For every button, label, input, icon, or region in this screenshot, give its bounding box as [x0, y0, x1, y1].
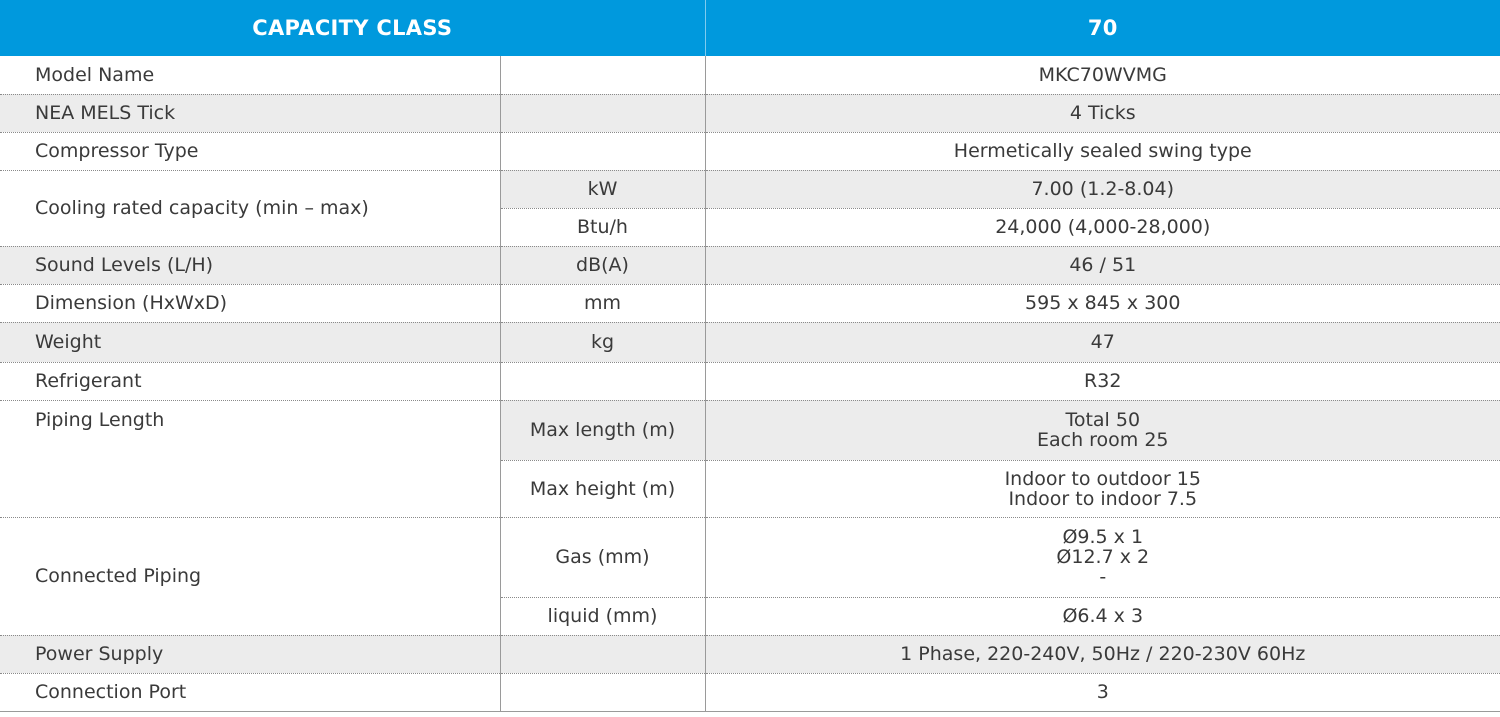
model-name-label: Model Name — [0, 56, 501, 95]
power-unit — [500, 635, 706, 674]
header-row: CAPACITY CLASS 70 — [0, 0, 1500, 56]
sound-label: Sound Levels (L/H) — [0, 246, 501, 285]
sound-unit: dB(A) — [500, 246, 706, 285]
compressor-unit — [500, 132, 706, 171]
power-value: 1 Phase, 220-240V, 50Hz / 220-230V 60Hz — [705, 635, 1500, 674]
nea-mels-label: NEA MELS Tick — [0, 94, 501, 133]
port-value: 3 — [705, 673, 1500, 712]
piping-length-label: Piping Length — [0, 400, 501, 518]
max-height-line: Indoor to indoor 7.5 — [1008, 487, 1198, 510]
dimension-unit: mm — [500, 284, 706, 323]
weight-unit: kg — [500, 322, 706, 363]
max-length-line: Each room 25 — [1036, 429, 1169, 451]
max-height-line: Indoor to outdoor 15 — [1004, 467, 1201, 490]
gas-unit: Gas (mm) — [500, 517, 706, 598]
gas-line: - — [1099, 566, 1107, 588]
row-cooling-kw: Cooling rated capacity (min – max) kW 7.… — [0, 170, 1500, 247]
weight-value: 47 — [705, 322, 1500, 363]
refrigerant-unit — [500, 362, 706, 401]
row-connected-liquid: liquid (mm) Ø6.4 x 3 — [0, 597, 1500, 636]
sound-value: 46 / 51 — [705, 246, 1500, 285]
row-sound: Sound Levels (L/H) dB(A) 46 / 51 — [0, 246, 1500, 285]
row-compressor: Compressor Type Hermetically sealed swin… — [0, 132, 1500, 171]
row-dimension: Dimension (HxWxD) mm 595 x 845 x 300 — [0, 284, 1500, 323]
cooling-btu-value: 24,000 (4,000-28,000) — [705, 208, 1500, 247]
row-weight: Weight kg 47 — [0, 322, 1500, 363]
capacity-class-label: CAPACITY CLASS — [0, 0, 706, 56]
compressor-label: Compressor Type — [0, 132, 501, 171]
capacity-class-value: 70 — [705, 0, 1500, 56]
row-piping-max-length: Piping Length Max length (m) Total 50 Ea… — [0, 400, 1500, 518]
gas-line: Ø9.5 x 1 — [1062, 526, 1144, 548]
max-height-value: Indoor to outdoor 15 Indoor to indoor 7.… — [705, 460, 1500, 518]
port-unit — [500, 673, 706, 712]
cooling-label: Cooling rated capacity (min – max) — [0, 170, 501, 247]
max-height-unit: Max height (m) — [500, 460, 706, 518]
port-label: Connection Port — [0, 673, 501, 712]
cooling-kw-unit: kW — [500, 170, 706, 209]
row-port: Connection Port 3 — [0, 673, 1500, 712]
dimension-label: Dimension (HxWxD) — [0, 284, 501, 323]
max-length-line: Total 50 — [1065, 409, 1141, 431]
weight-label: Weight — [0, 322, 501, 363]
refrigerant-label: Refrigerant — [0, 362, 501, 401]
liquid-value: Ø6.4 x 3 — [705, 597, 1500, 636]
refrigerant-value: R32 — [705, 362, 1500, 401]
max-length-unit: Max length (m) — [500, 400, 706, 461]
model-name-value: MKC70WVMG — [705, 56, 1500, 95]
nea-mels-value: 4 Ticks — [705, 94, 1500, 133]
liquid-unit: liquid (mm) — [500, 597, 706, 636]
gas-line: Ø12.7 x 2 — [1056, 546, 1150, 568]
row-nea-mels: NEA MELS Tick 4 Ticks — [0, 94, 1500, 133]
row-connected-gas: Connected Piping Gas (mm) Ø9.5 x 1 Ø12.7… — [0, 517, 1500, 636]
cooling-btu-unit: Btu/h — [500, 208, 706, 247]
model-name-unit — [500, 56, 706, 95]
row-model-name: Model Name MKC70WVMG — [0, 56, 1500, 95]
dimension-value: 595 x 845 x 300 — [705, 284, 1500, 323]
gas-value: Ø9.5 x 1 Ø12.7 x 2 - — [705, 517, 1500, 598]
row-power: Power Supply 1 Phase, 220-240V, 50Hz / 2… — [0, 635, 1500, 674]
max-length-value: Total 50 Each room 25 — [705, 400, 1500, 461]
row-cooling-btu: Btu/h 24,000 (4,000-28,000) — [0, 208, 1500, 247]
nea-mels-unit — [500, 94, 706, 133]
row-refrigerant: Refrigerant R32 — [0, 362, 1500, 401]
compressor-value: Hermetically sealed swing type — [705, 132, 1500, 171]
row-piping-max-height: Max height (m) Indoor to outdoor 15 Indo… — [0, 460, 1500, 518]
cooling-kw-value: 7.00 (1.2-8.04) — [705, 170, 1500, 209]
power-label: Power Supply — [0, 635, 501, 674]
connected-piping-label: Connected Piping — [0, 517, 501, 636]
